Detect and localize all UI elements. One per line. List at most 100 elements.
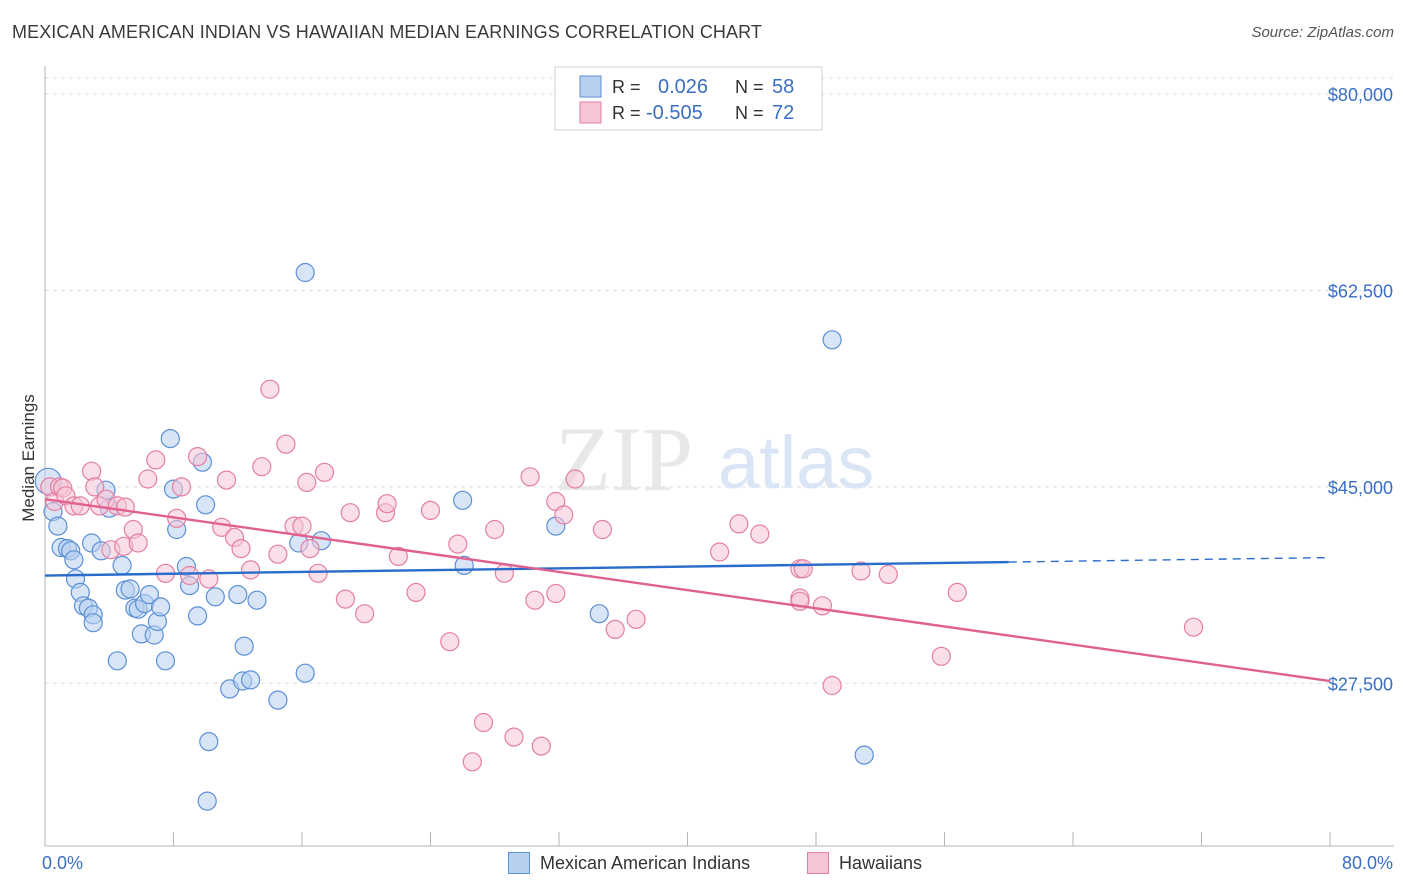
- legend-item-hawaiians[interactable]: Hawaiians: [807, 852, 922, 874]
- point-hawaiians: [592, 519, 613, 540]
- legend-label-series1: Mexican American Indians: [540, 852, 751, 873]
- point-mexican-american-indians: [151, 597, 171, 617]
- point-hawaiians: [793, 559, 813, 579]
- points-layer: [34, 262, 1204, 811]
- legend-top: R = 0.026 N = 58 R = -0.505 N = 72: [554, 66, 823, 131]
- point-hawaiians: [485, 519, 505, 540]
- legend-swatch-pink: [579, 101, 602, 124]
- y-tick-label: $27,500: [1328, 674, 1393, 694]
- point-hawaiians: [292, 516, 312, 536]
- axis-layer: [44, 66, 1394, 847]
- point-hawaiians: [355, 604, 375, 624]
- source-label: Source: ZipAtlas.com: [1251, 24, 1394, 41]
- watermark-atlas: atlas: [718, 421, 874, 504]
- point-mexican-american-indians: [822, 330, 842, 350]
- trend-layer: [44, 498, 1331, 683]
- point-hawaiians: [626, 609, 646, 629]
- y-tick-label: $80,000: [1328, 85, 1393, 105]
- point-hawaiians: [377, 494, 397, 514]
- y-tick-labels: $80,000 $62,500 $45,000 $27,500: [1328, 85, 1393, 694]
- chart-title: MEXICAN AMERICAN INDIAN VS HAWAIIAN MEDI…: [12, 22, 762, 42]
- point-hawaiians: [388, 546, 408, 567]
- point-hawaiians: [1183, 617, 1204, 637]
- point-mexican-american-indians: [48, 516, 68, 536]
- point-mexican-american-indians: [295, 262, 315, 283]
- point-mexican-american-indians: [228, 584, 248, 605]
- y-axis-title: Median Earnings: [19, 394, 38, 522]
- legend-n-value-2: 72: [772, 102, 794, 124]
- point-hawaiians: [297, 472, 317, 492]
- point-hawaiians: [440, 632, 460, 652]
- point-hawaiians: [85, 477, 105, 497]
- point-mexican-american-indians: [247, 590, 267, 610]
- point-mexican-american-indians: [241, 670, 261, 690]
- point-hawaiians: [546, 583, 566, 604]
- y-tick-label: $62,500: [1328, 281, 1393, 301]
- legend-r-value-2: -0.505: [646, 102, 703, 124]
- point-mexican-american-indians: [268, 690, 288, 710]
- legend-swatch-blue: [579, 75, 602, 98]
- point-hawaiians: [241, 560, 261, 580]
- point-mexican-american-indians: [205, 587, 225, 607]
- point-hawaiians: [128, 533, 148, 553]
- point-mexican-american-indians: [155, 651, 176, 671]
- point-hawaiians: [308, 563, 328, 583]
- trendline-hawaiians: [44, 498, 1331, 683]
- point-hawaiians: [231, 538, 251, 559]
- point-hawaiians: [252, 457, 272, 477]
- point-mexican-american-indians: [854, 745, 874, 765]
- point-hawaiians: [520, 467, 540, 487]
- point-hawaiians: [300, 538, 320, 559]
- point-mexican-american-indians: [199, 731, 219, 752]
- point-hawaiians: [473, 712, 494, 733]
- grid-layer: [45, 77, 1394, 684]
- watermark: ZIP atlas: [555, 408, 874, 510]
- point-hawaiians: [931, 646, 951, 666]
- watermark-zip: ZIP: [555, 408, 693, 510]
- legend-r-label-2: R =: [612, 103, 641, 123]
- legend-swatch-pink-bottom: [807, 852, 829, 874]
- point-mexican-american-indians: [197, 791, 217, 811]
- point-mexican-american-indians: [234, 636, 254, 656]
- point-hawaiians: [709, 542, 730, 562]
- point-hawaiians: [314, 462, 335, 482]
- point-hawaiians: [115, 497, 135, 517]
- point-hawaiians: [448, 534, 468, 554]
- point-hawaiians: [750, 524, 770, 544]
- point-hawaiians: [276, 434, 296, 454]
- legend-r-value-1: 0.026: [658, 76, 708, 98]
- point-hawaiians: [494, 563, 514, 583]
- point-mexican-american-indians: [160, 429, 180, 449]
- legend-n-label-1: N =: [735, 77, 764, 97]
- point-mexican-american-indians: [120, 579, 140, 599]
- point-mexican-american-indians: [453, 490, 473, 510]
- legend-label-series2: Hawaiians: [839, 852, 923, 873]
- point-mexican-american-indians: [295, 663, 315, 683]
- point-mexican-american-indians: [112, 555, 132, 576]
- point-hawaiians: [406, 582, 426, 603]
- point-hawaiians: [138, 469, 158, 489]
- point-mexican-american-indians: [196, 495, 216, 515]
- point-hawaiians: [260, 379, 280, 399]
- x-axis-max-label: 80.0%: [1341, 853, 1393, 873]
- point-hawaiians: [340, 503, 360, 523]
- trendline-mexican-american-indians-extension: [1008, 556, 1331, 563]
- trendline-mexican-american-indians: [44, 560, 1009, 577]
- point-hawaiians: [504, 727, 524, 747]
- point-hawaiians: [729, 514, 749, 534]
- legend-bottom: Mexican American Indians Hawaiians: [0, 852, 1406, 878]
- legend-item-mexican-american-indians[interactable]: Mexican American Indians: [508, 852, 750, 874]
- y-tick-label: $45,000: [1328, 478, 1393, 498]
- point-hawaiians: [81, 461, 102, 481]
- point-hawaiians: [851, 561, 871, 581]
- point-hawaiians: [180, 565, 200, 586]
- legend-n-value-1: 58: [772, 76, 794, 98]
- point-hawaiians: [146, 450, 166, 470]
- point-mexican-american-indians: [188, 606, 208, 626]
- point-hawaiians: [605, 619, 625, 640]
- point-hawaiians: [188, 447, 208, 467]
- x-axis-min-label: 0.0%: [42, 853, 84, 873]
- point-hawaiians: [554, 505, 574, 525]
- legend-r-label-1: R =: [612, 77, 641, 97]
